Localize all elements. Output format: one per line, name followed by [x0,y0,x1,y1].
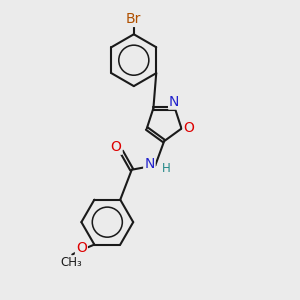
Text: CH₃: CH₃ [60,256,82,269]
Text: O: O [76,241,87,254]
Text: Br: Br [126,12,142,26]
Text: O: O [183,121,194,135]
Text: N: N [144,157,154,170]
Text: N: N [169,95,179,109]
Text: H: H [162,162,171,175]
Text: O: O [111,140,122,154]
